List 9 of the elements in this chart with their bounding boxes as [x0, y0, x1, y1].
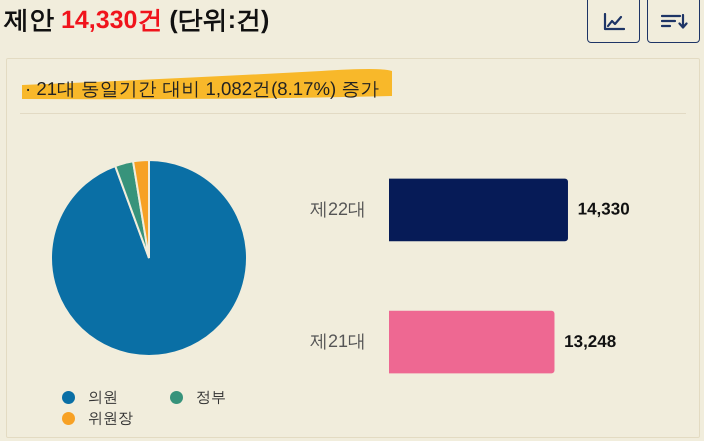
data-label: 14,330 — [578, 200, 630, 219]
legend-label: 의원 — [88, 388, 118, 406]
y-tick-label: 제21대 — [310, 331, 366, 352]
y-tick-label: 제22대 — [310, 198, 366, 219]
chart-title: 제안 14,330건 (단위:건) — [4, 6, 270, 34]
legend-label: 정부 — [196, 388, 226, 406]
data-label: 13,248 — [564, 332, 616, 351]
legend-label: 위원장 — [88, 408, 133, 428]
text: · 21대 동일기간 대비 1,082건(8.17%) 증가 — [25, 77, 380, 101]
